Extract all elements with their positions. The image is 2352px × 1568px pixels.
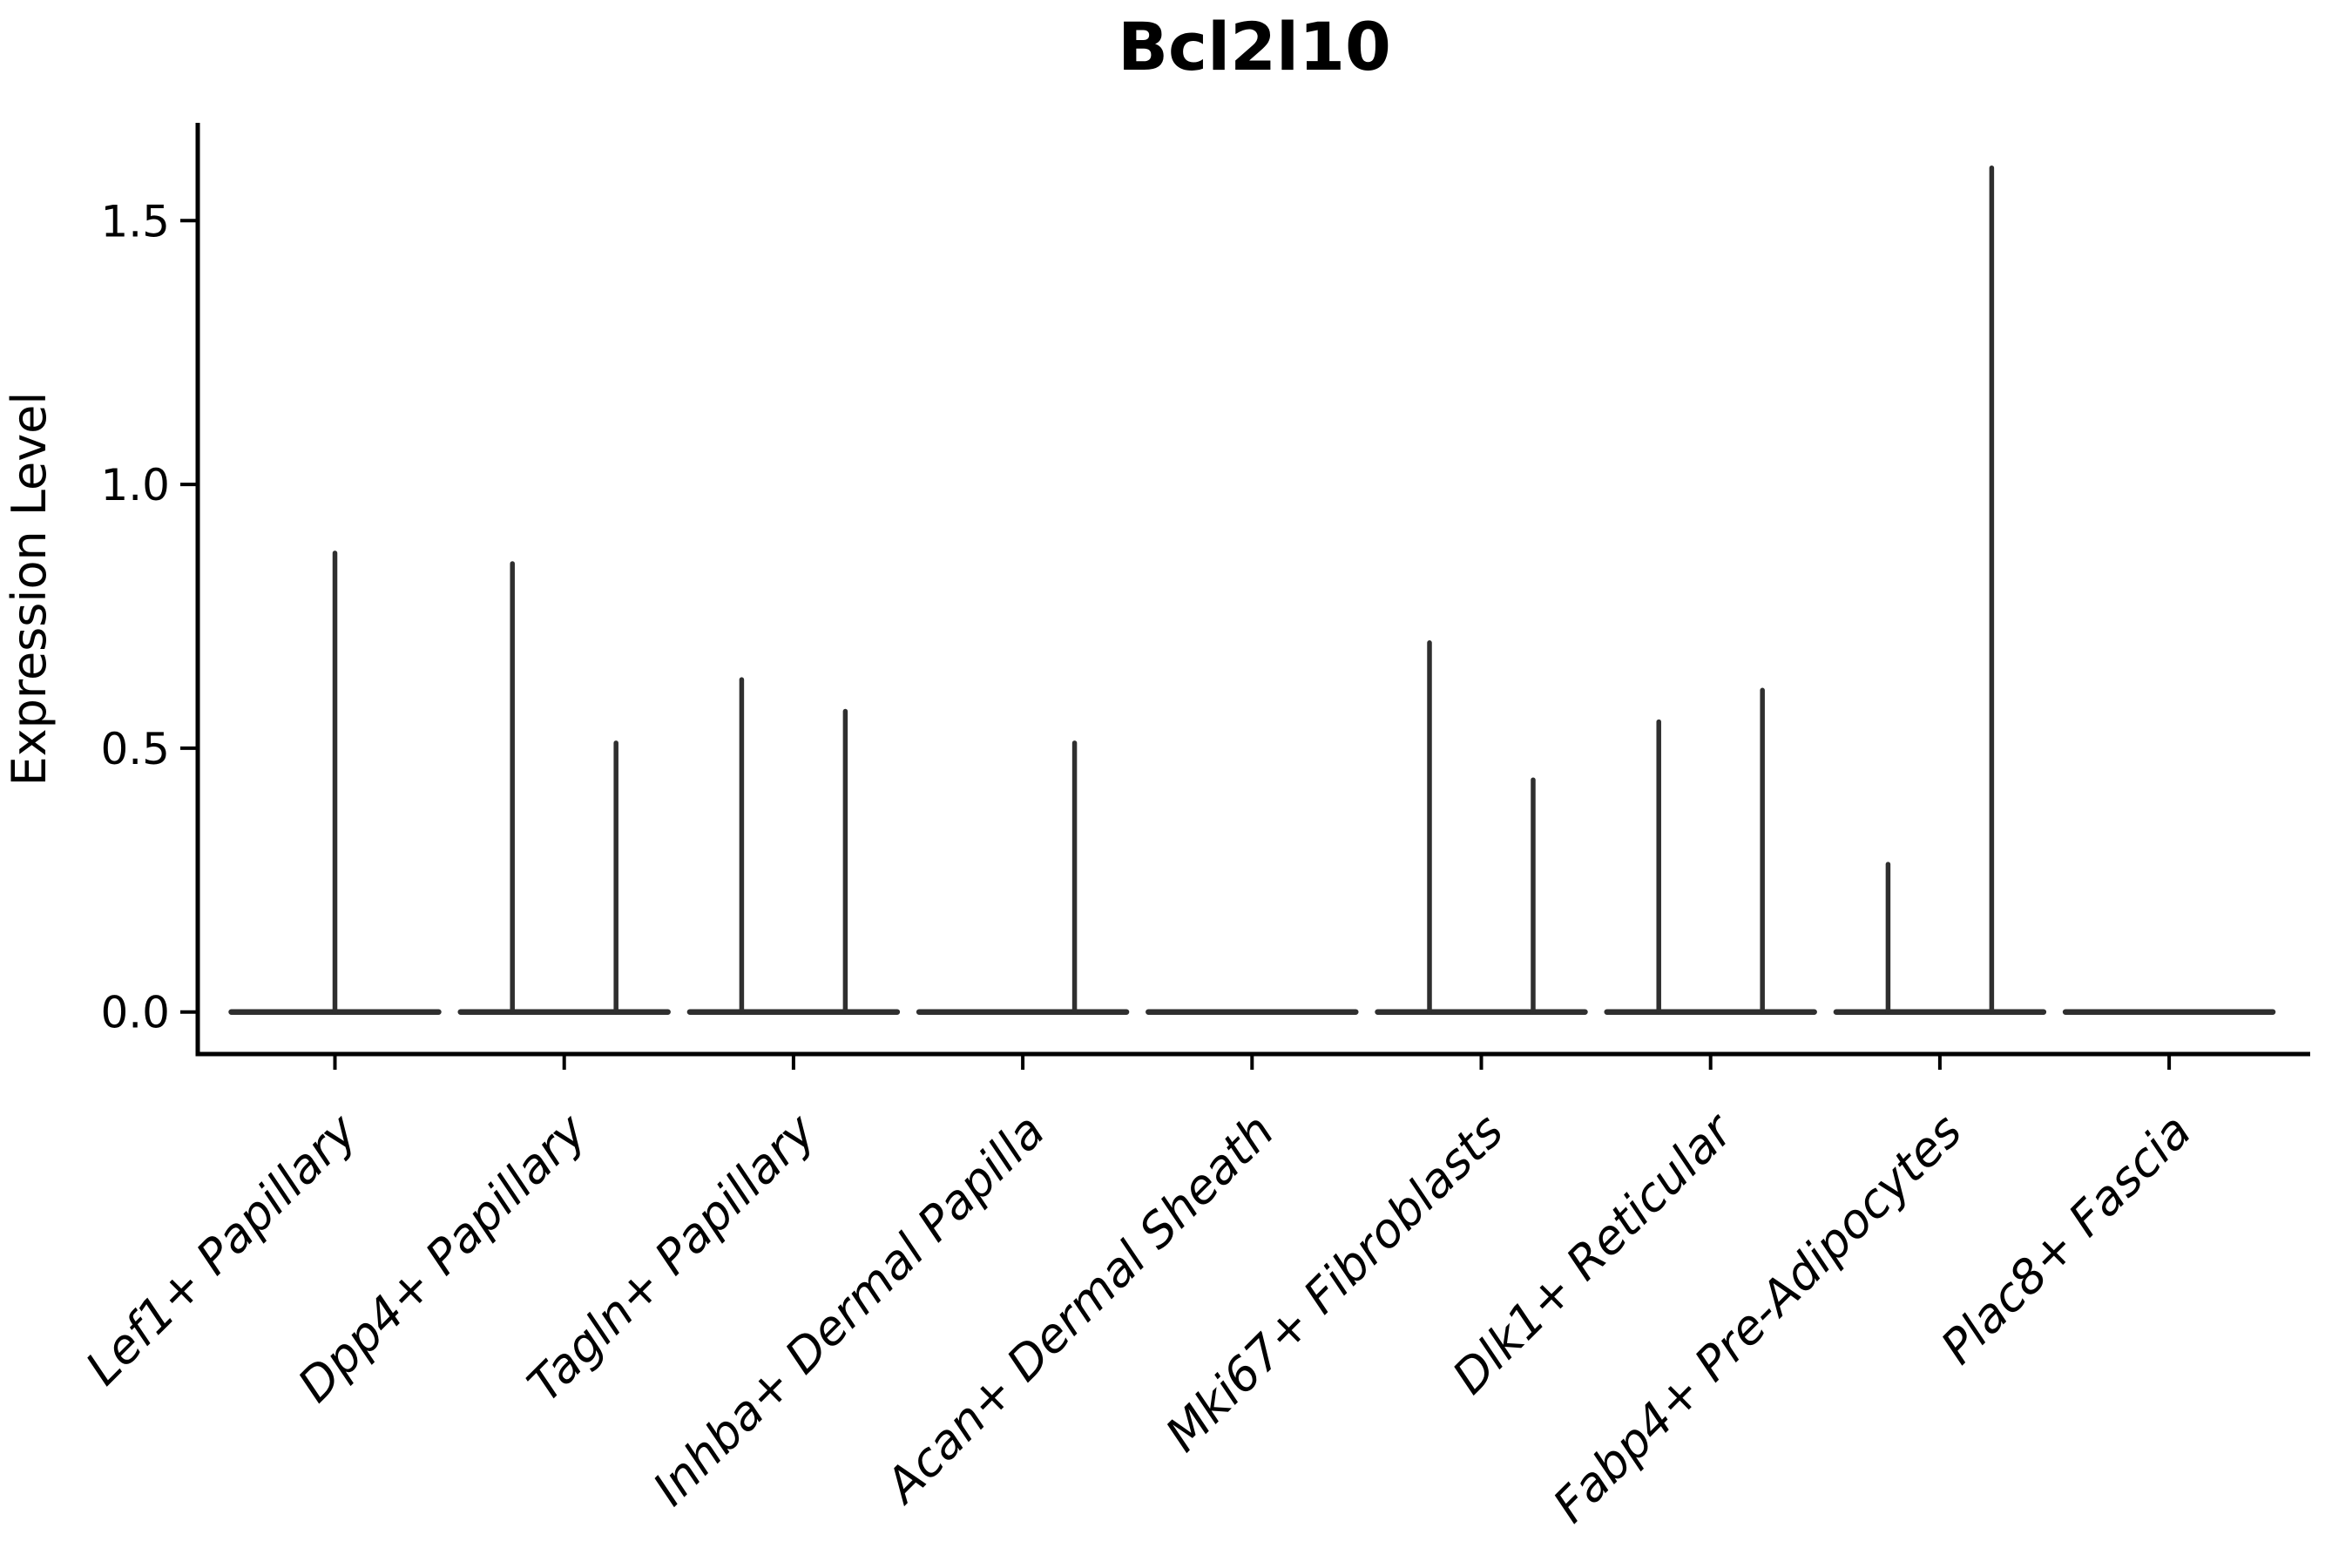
y-tick-label: 1.0: [100, 460, 170, 510]
y-axis-label: Expression Level: [2, 392, 57, 787]
y-tick-label: 0.5: [100, 724, 170, 774]
x-tick-label: Inhba+ Dermal Papilla: [642, 1104, 1055, 1517]
x-tick-label: Acan+ Dermal Sheath: [874, 1104, 1285, 1515]
x-tick-label: Plac8+ Fascia: [1930, 1104, 2201, 1375]
chart-title: Bcl2l10: [1118, 8, 1391, 85]
y-tick-label: 0.0: [100, 988, 170, 1038]
violins: [228, 165, 2276, 1015]
x-tick-label: Fabp4+ Pre-Adipocytes: [1543, 1104, 1972, 1533]
y-tick-label: 1.5: [100, 196, 170, 247]
